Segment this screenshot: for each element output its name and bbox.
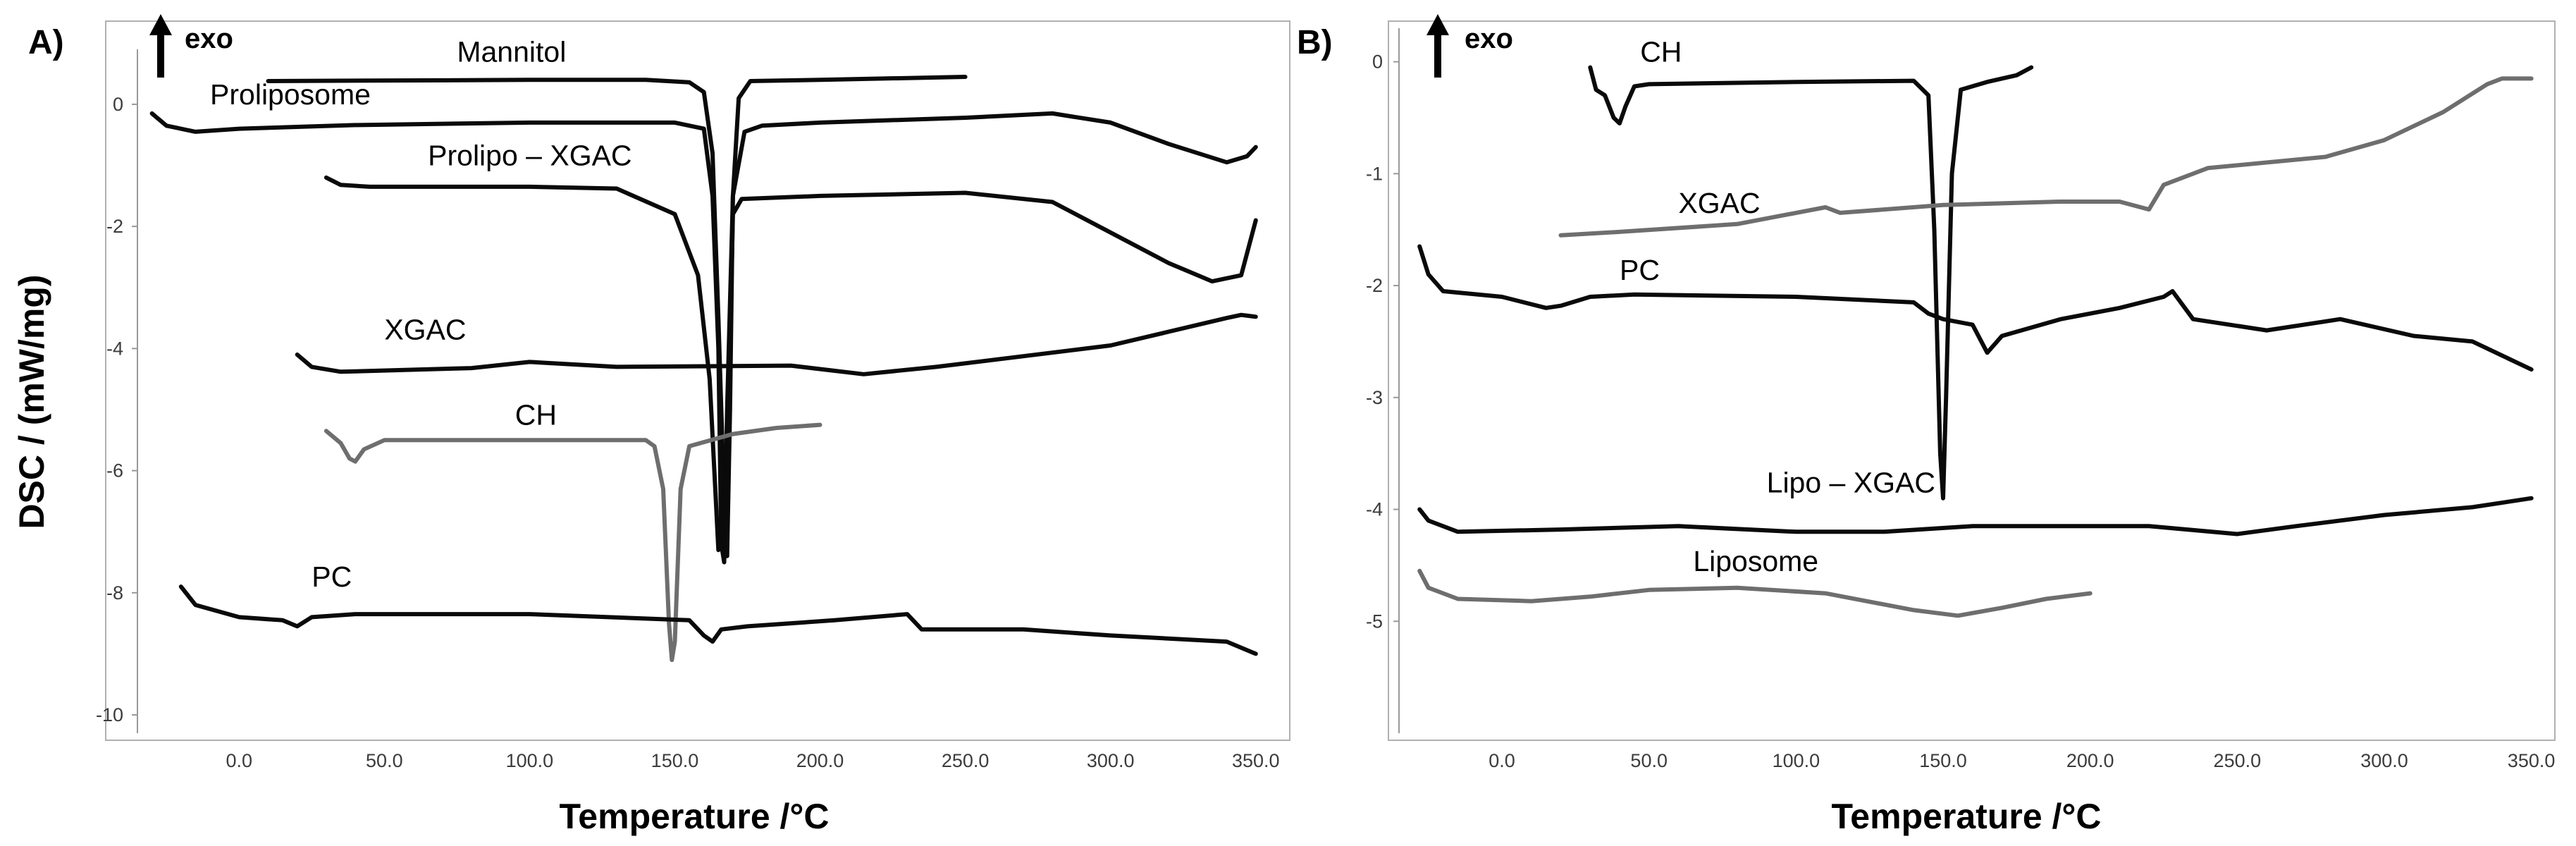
y-tick-label: -2 [1366,275,1383,296]
series-line-pc [178,584,1258,656]
series-line-liposome [1417,568,2093,618]
series-line-pc [1417,244,2534,372]
y-tick-label: -10 [96,704,123,725]
panel-a: A) exo DSC / (mW/mg) Temperature /°C 0 -2… [12,14,1290,836]
series-label-xgac: XGAC [1678,187,1760,219]
series-label-proliposome: Proliposome [210,78,371,111]
series-line-lipo-xgac [1417,496,2534,537]
x-tick-label: 0.0 [226,750,252,771]
panel-a-label: A) [28,24,64,61]
exo-label: exo [1465,23,1513,54]
series-label-ch: CH [1640,36,1682,68]
series-label-xgac: XGAC [384,313,466,345]
x-tick-label: 300.0 [1087,750,1135,771]
y-tick-label: -8 [106,582,123,603]
x-tick-label: 0.0 [1489,750,1515,771]
up-arrow-icon [1426,14,1449,78]
x-tick-label: 200.0 [796,750,844,771]
x-axis-title: Temperature /°C [1831,797,2101,836]
y-tick-label: -1 [1366,163,1383,184]
y-tick-label: -4 [106,338,123,359]
y-axis-title: DSC / (mW/mg) [12,274,51,529]
series-labels: Mannitol Proliposome Prolipo – XGAC XGAC CH P… [210,35,632,593]
series-line-prolipo-xgac [323,175,1258,553]
series-label-prolipo-xgac: Prolipo – XGAC [428,140,631,172]
x-tick-label: 200.0 [2066,750,2114,771]
y-tick-label: 0 [113,94,123,115]
x-tick-label: 250.0 [2214,750,2262,771]
series-label-liposome: Liposome [1693,545,1818,577]
series-label-lipo-xgac: Lipo – XGAC [1767,467,1935,499]
series-line-xgac [1558,76,2534,238]
panel-b-label: B) [1297,24,1333,61]
x-tick-label: 50.0 [366,750,403,771]
x-tick-label: 100.0 [506,750,554,771]
series-line-xgac [295,312,1258,376]
x-axis-title: Temperature /°C [559,797,829,836]
y-ticks: 0 -1 -2 -3 -4 -5 [1366,51,1399,632]
series-label-pc: PC [312,560,352,593]
x-tick-label: 350.0 [1232,750,1280,771]
x-tick-label: 100.0 [1773,750,1820,771]
up-arrow-icon [149,14,172,78]
x-tick-label: 350.0 [2508,750,2556,771]
x-tick-label: 150.0 [1919,750,1967,771]
panel-b: B) exo Temperature /°C 0 -1 -2 -3 -4 -5 0.0 50… [1297,14,2556,836]
series-line-ch [1588,65,2034,501]
curves [1417,65,2534,618]
x-ticks: 0.0 50.0 100.0 150.0 200.0 250.0 300.0 350.0 [226,750,1279,771]
panel-a-frame [105,20,1290,741]
x-tick-label: 300.0 [2360,750,2408,771]
y-tick-label: -5 [1366,611,1383,632]
y-tick-label: -4 [1366,499,1383,520]
curves [149,75,1258,663]
series-label-mannitol: Mannitol [457,35,566,68]
x-ticks: 0.0 50.0 100.0 150.0 200.0 250.0 300.0 350.0 [1489,750,2555,771]
series-label-pc: PC [1620,254,1660,286]
series-label-ch: CH [515,399,557,431]
y-tick-label: -3 [1366,387,1383,408]
x-tick-label: 50.0 [1630,750,1668,771]
x-tick-label: 250.0 [942,750,990,771]
series-line-ch [323,422,822,663]
y-ticks: 0 -2 -4 -6 -8 -10 [96,94,137,725]
series-labels: CH XGAC PC Lipo – XGAC Liposome [1620,36,1935,577]
x-tick-label: 150.0 [651,750,699,771]
exo-label: exo [185,23,233,54]
y-tick-label: 0 [1372,51,1383,73]
y-tick-label: -2 [106,216,123,237]
y-tick-label: -6 [106,460,123,482]
panel-b-frame [1388,20,2556,741]
